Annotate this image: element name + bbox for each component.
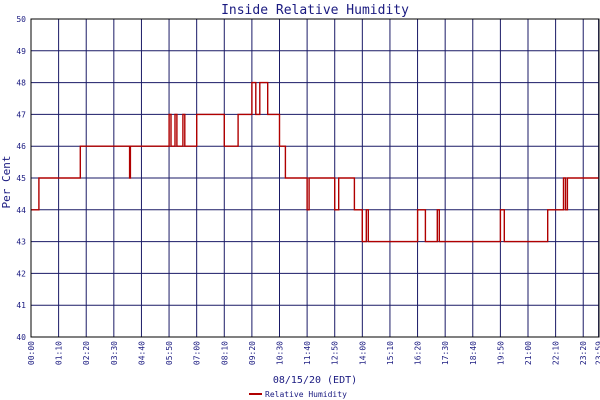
y-tick-label: 41 [16, 301, 26, 310]
y-tick-label: 45 [16, 174, 26, 183]
x-tick-label: 23:59 [595, 341, 600, 365]
x-tick-label: 02:20 [82, 341, 91, 365]
y-tick-label: 42 [16, 269, 26, 278]
x-tick-label: 17:30 [441, 341, 450, 365]
x-tick-label: 11:40 [303, 341, 312, 365]
plot-frame [30, 18, 600, 338]
x-tick-label: 09:20 [248, 341, 257, 365]
x-axis-label: 08/15/20 (EDT) [273, 375, 357, 386]
x-tick-labels: 00:00 01:10 02:20 03:30 04:40 05:50 07:00 08:10… [27, 341, 600, 365]
x-tick-label: 16:20 [414, 341, 423, 365]
y-tick-label: 43 [16, 238, 26, 247]
y-tick-labels: 40 41 42 43 44 45 46 47 48 49 50 [16, 15, 26, 342]
x-tick-label: 22:10 [552, 341, 561, 365]
x-tick-label: 15:10 [386, 341, 395, 365]
y-axis-label: Per Cent [0, 156, 13, 209]
x-tick-label: 00:00 [27, 341, 36, 365]
x-tick-label: 04:40 [137, 341, 146, 365]
x-tick-label: 12:50 [331, 341, 340, 365]
y-tick-label: 44 [16, 206, 26, 215]
y-tick-label: 48 [16, 79, 26, 88]
x-tick-label: 19:50 [496, 341, 505, 365]
x-tick-label: 14:00 [358, 341, 367, 365]
y-tick-label: 40 [16, 333, 26, 342]
x-tick-label: 10:30 [276, 341, 285, 365]
x-tick-label: 08:10 [220, 341, 229, 365]
x-tick-label: 23:20 [579, 341, 588, 365]
legend-label: Relative Humidity [265, 390, 347, 399]
x-tick-label: 05:50 [165, 341, 174, 365]
y-tick-label: 49 [16, 47, 26, 56]
legend: Relative Humidity [249, 390, 347, 399]
x-tick-label: 21:00 [524, 341, 533, 365]
series-line [31, 81, 599, 243]
y-tick-label: 50 [16, 15, 26, 24]
y-tick-label: 46 [16, 142, 26, 151]
x-tick-label: 01:10 [55, 341, 64, 365]
series-layer [31, 81, 599, 243]
chart-title: Inside Relative Humidity [221, 3, 409, 18]
x-tick-label: 03:30 [110, 341, 119, 365]
x-tick-label: 18:40 [469, 341, 478, 365]
y-tick-label: 47 [16, 110, 26, 119]
x-tick-label: 07:00 [193, 341, 202, 365]
